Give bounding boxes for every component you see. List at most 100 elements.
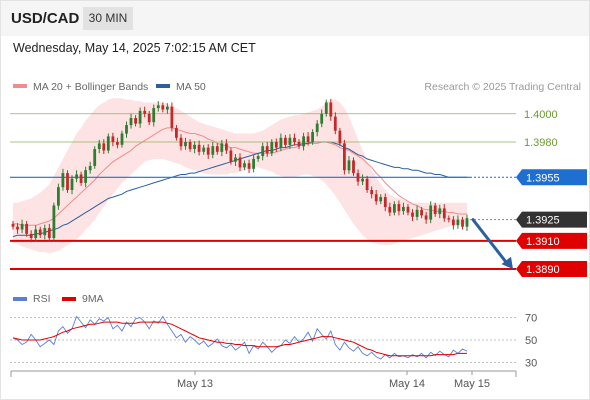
price-legend: MA 20 + Bollinger Bands MA 50 [13,81,206,93]
candle-body [315,123,319,133]
legend-label-1: MA 50 [176,81,206,93]
candle-body [106,136,110,151]
candle-body [161,105,165,110]
x-tick-label-2: May 15 [454,378,490,390]
level-tag-1.3910 [516,232,587,249]
candle-body [111,136,115,142]
interval-button[interactable]: 30 MIN [83,7,133,30]
candle-body [193,144,196,149]
candle-body [175,127,178,138]
rsi-legend-swatch-1 [62,297,76,301]
candle-body [156,105,160,109]
candle-body [447,218,451,220]
candle-body [256,156,260,159]
x-tick-label-0: May 13 [177,378,213,390]
candle-body [442,208,446,219]
candle-body [202,147,206,152]
legend-swatch-1 [156,84,170,88]
candle-body [424,215,428,220]
candle-body [38,229,42,236]
candle-body [411,212,414,217]
candle-body [261,146,265,157]
candle-body [402,206,405,212]
candle-body [379,197,383,202]
candle-body [79,174,83,183]
candle-body [397,204,401,212]
candle-body [211,146,215,155]
candle-body [238,157,242,168]
candle-body [274,142,278,148]
candle-body [129,118,133,126]
candle-body [229,150,233,162]
candle-body [134,118,137,124]
candle-body [343,143,346,171]
candle-body [293,137,296,142]
candle-body [252,158,255,169]
candle-body [97,143,101,149]
level-tag-1.3925 [516,211,587,228]
level-labels: 1.4000 1.3980 1.3955 1.3925 1.3910 1.3890 [516,109,587,278]
candle-body [452,219,455,226]
rsi-tick-70: 70 [525,313,537,325]
candle-body [66,173,69,190]
rsi-tick-50: 50 [525,335,537,347]
rsi-legend-label-0: RSI [33,293,51,305]
candle-body [270,142,274,154]
candle-body [365,178,369,190]
candle-body [93,149,97,166]
candle-body [215,146,219,152]
candle-body [75,174,78,179]
candle-body [138,110,142,124]
rsi-ma-line [12,321,467,357]
candle-body [374,194,378,202]
candle-body [393,204,396,213]
level-label-1.3955: 1.3955 [526,172,560,184]
candle-body [284,137,287,145]
candle-body [370,190,374,195]
candle-body [302,136,305,147]
candle-body [265,146,269,154]
candle-body [429,205,433,220]
candle-body [70,178,74,190]
candle-body [438,208,442,214]
candle-body [206,147,210,155]
candle-body [352,160,355,174]
candle-body [324,102,328,114]
candle-body [320,113,324,124]
candle-body [333,116,337,131]
candle-body [34,229,38,238]
candle-body [279,137,283,148]
candle-body [43,228,47,236]
level-tag-1.3890 [516,261,587,278]
x-tick-label-1: May 14 [389,378,425,390]
candle-body [356,173,360,182]
candle-body [220,143,224,152]
research-credit: Research © 2025 Trading Central [424,81,581,93]
candle-body [47,228,51,238]
candle-body [11,223,15,227]
forecast-arrow-head [501,256,513,270]
candle-body [338,130,342,144]
legend-swatch-0 [13,84,27,88]
candle-body [288,137,292,145]
candle-body [406,206,410,213]
candle-body [184,142,187,147]
candle-body [247,163,251,169]
candle-body [52,205,56,238]
candle-body [297,142,301,147]
level-label-1.3925: 1.3925 [526,215,560,227]
candle-body [420,209,423,216]
candle-body [152,108,156,123]
candle-body [166,106,169,110]
candle-body [88,166,92,171]
candle-body [147,113,151,123]
candle-body [461,219,464,227]
candle-body [143,110,147,114]
candle-body [57,187,60,206]
candle-body [179,137,183,147]
candle-body [329,102,333,117]
rsi-legend-swatch-0 [13,297,27,301]
candle-body [102,143,106,151]
x-axis: May 13 May 14 May 15 [10,370,517,390]
